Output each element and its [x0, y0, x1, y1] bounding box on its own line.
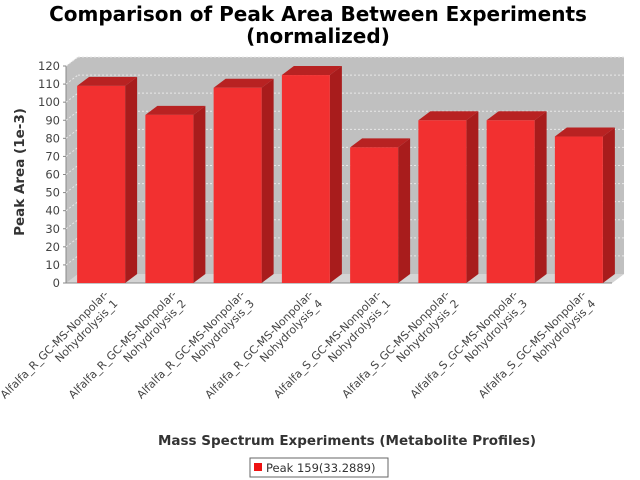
gridline-side: [65, 183, 79, 193]
bar-side: [193, 105, 206, 283]
bar: [77, 76, 138, 284]
bar-front: [213, 87, 262, 283]
y-tick-label: 120: [38, 59, 60, 73]
bar-top: [350, 138, 411, 148]
x-tick-label-line: Alfalfa_R_GC-MS-Nonpolar-: [203, 288, 316, 401]
y-tick-label: 100: [38, 95, 60, 109]
gridline-side: [65, 237, 79, 248]
y-tick-label: 20: [45, 240, 60, 254]
bar-side: [125, 76, 138, 284]
bar-front: [486, 120, 535, 283]
bar-front: [145, 114, 194, 283]
x-axis-label: Mass Spectrum Experiments (Metabolite Pr…: [158, 433, 536, 449]
bar-side: [329, 66, 342, 284]
bar-side: [534, 111, 547, 283]
bar-top: [281, 66, 342, 76]
bar-front: [77, 85, 126, 284]
bar-top: [418, 111, 479, 121]
bars: [77, 66, 615, 284]
legend-series-label: Peak 159(33.2889): [266, 461, 375, 475]
x-tick-label-line: Alfalfa_S_GC-MS-Nonpolar-: [476, 288, 589, 401]
gridline-side: [65, 56, 79, 67]
gridline-side: [65, 92, 79, 103]
gridline-side: [65, 147, 79, 157]
x-tick-label-line: Alfalfa_R_GC-MS-Nonpolar-: [66, 288, 179, 401]
y-tick-label: 90: [45, 113, 60, 127]
x-tick-label-line: Alfalfa_S_GC-MS-Nonpolar-: [340, 288, 453, 401]
y-tick-label: 60: [45, 168, 60, 182]
y-axis-ticks: 0 10 20 30 40 50 60 70 80 90 100 110 120: [38, 59, 66, 290]
legend-swatch: [254, 463, 262, 471]
gridline-side: [65, 255, 79, 266]
gridline-side: [65, 219, 79, 230]
bar: [554, 127, 615, 284]
bar-side: [602, 127, 615, 284]
y-tick-label: 50: [45, 186, 60, 200]
bar: [486, 111, 547, 283]
y-tick-label: 110: [38, 77, 60, 91]
x-tick-label-line: Alfalfa_S_GC-MS-Nonpolar-: [271, 288, 384, 401]
bar-top: [554, 127, 615, 137]
y-tick-label: 10: [45, 258, 60, 272]
y-axis-label: Peak Area (1e-3): [12, 108, 28, 236]
y-tick-label: 80: [45, 131, 60, 145]
gridline-side: [65, 201, 79, 212]
bar: [145, 105, 206, 283]
y-tick-label: 0: [53, 276, 60, 290]
gridline-side: [65, 110, 79, 121]
bar-top: [213, 78, 274, 88]
bar-top: [145, 105, 206, 115]
bar-front: [554, 136, 603, 283]
bar-side: [261, 78, 274, 283]
chart-title-line-2: (normalized): [246, 24, 390, 48]
bar: [418, 111, 479, 283]
gridline-side: [65, 74, 79, 85]
bar-side: [398, 138, 411, 283]
bar-top: [486, 111, 547, 121]
bar: [213, 78, 274, 283]
x-tick-label-line: Alfalfa_S_GC-MS-Nonpolar-: [408, 288, 521, 401]
legend-box: [249, 457, 389, 478]
plot-floor: [66, 274, 624, 283]
bar-top: [77, 76, 138, 86]
bar-front: [418, 120, 467, 283]
bar-side: [466, 111, 479, 283]
y-tick-label: 40: [45, 204, 60, 218]
gridline-side: [65, 165, 79, 175]
y-tick-label: 70: [45, 149, 60, 163]
bar: [281, 66, 342, 284]
x-axis-tick-labels: Alfalfa_R_GC-MS-Nonpolar-Nohydrolysis_1A…: [0, 288, 598, 411]
chart-title-line-1: Comparison of Peak Area Between Experime…: [49, 2, 587, 26]
x-tick-label-line: Alfalfa_R_GC-MS-Nonpolar-: [0, 288, 111, 401]
y-tick-label: 30: [45, 222, 60, 236]
gridline-side: [65, 128, 79, 139]
x-tick-label-line: Alfalfa_R_GC-MS-Nonpolar-: [134, 288, 247, 401]
plot-wall: [66, 57, 624, 283]
bar: [350, 138, 411, 283]
legend: Peak 159(33.2889): [249, 457, 389, 478]
x-tick-label: Alfalfa_R_GC-MS-Nonpolar-Nohydrolysis_1: [0, 288, 120, 411]
bar-front: [350, 147, 399, 283]
bar-front: [281, 75, 330, 284]
